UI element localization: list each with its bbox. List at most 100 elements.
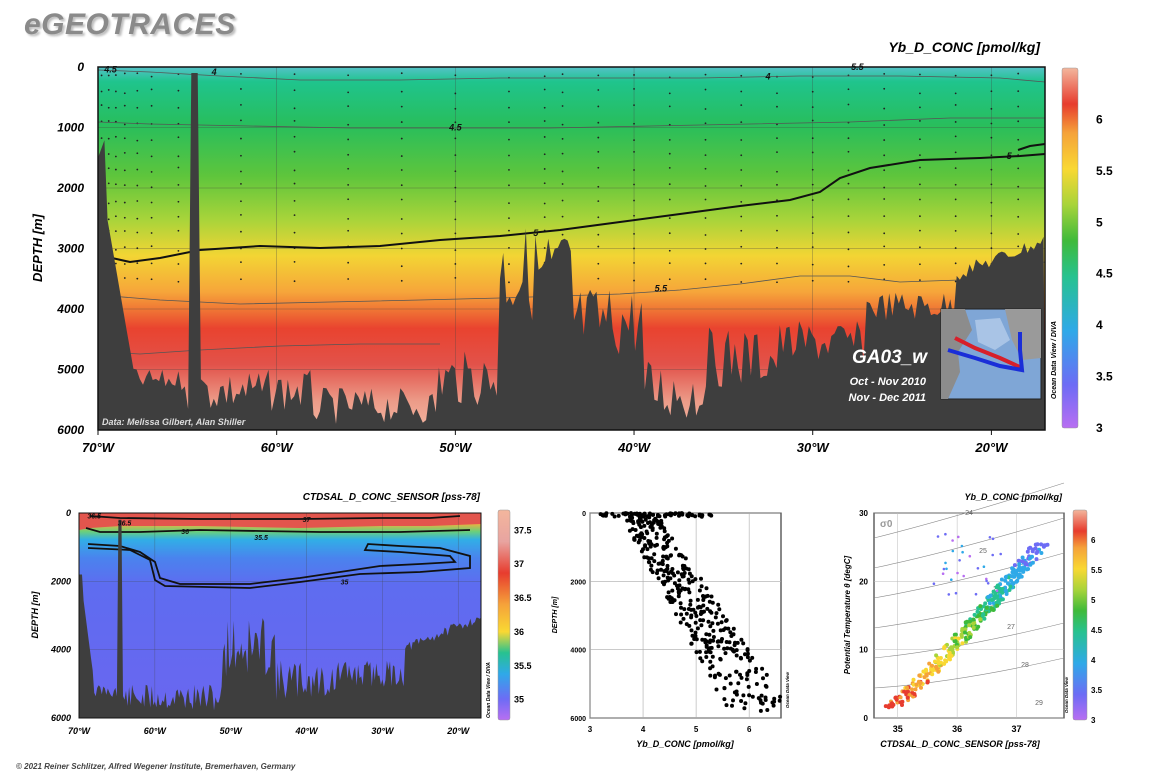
sample-point [597,89,600,91]
profile-point [693,577,698,582]
profile-point [648,539,653,544]
cruise-period-1: Oct - Nov 2010 [850,376,927,388]
sample-point [597,277,600,280]
profile-point [727,673,732,678]
ts-point [997,586,1002,591]
x-tick-label: 50°W [439,440,473,455]
sample-point [454,121,457,124]
isopycnal-label: 24 [965,510,973,517]
sample-point [293,199,296,202]
profile-point [698,656,703,661]
contour-label: 36.5 [87,514,101,521]
profile-point [645,514,650,519]
profile-point [632,537,637,542]
ts-point [1020,555,1025,560]
colorbar-tick-label: 35.5 [514,661,532,671]
sample-point [100,74,103,77]
ts-point [914,682,919,687]
sample-point [668,105,671,108]
profile-point [734,653,739,658]
sample-point [177,229,180,232]
profile-point [697,512,702,517]
ts-point [954,591,958,595]
sample-point [240,182,242,185]
x-tick-label: 40°W [617,440,652,455]
profile-point [616,513,621,518]
x-tick-label: 3 [588,725,593,734]
ts-point [961,550,964,554]
ts-point [967,623,972,628]
yb-depth-profile-chart: 3 4 5 6 0 2000 4000 6000 Yb_D_CONC [pmol/kg] D… [552,511,790,749]
x-tick-label: 40°W [294,726,319,736]
sample-point [704,198,707,201]
ts-point [944,561,947,565]
sample-point [543,88,546,91]
profile-point [690,513,695,518]
ts-title: Yb_D_CONC [pmol/kg] [964,492,1063,502]
profile-point [694,614,699,618]
y-tick-label: 2000 [56,181,84,195]
sample-point [811,279,814,282]
profile-point [699,623,704,628]
y-tick-label: 4000 [570,648,586,655]
sample-point [293,231,296,234]
data-credit: Data: Melissa Gilbert, Alan Shiller [102,417,246,427]
sample-point [597,200,600,202]
sample-point [400,232,403,235]
sample-point [561,137,564,140]
profile-point [704,639,709,644]
sample-point [633,104,635,107]
sample-point [454,263,457,265]
sample-point [508,246,510,249]
sample-point [919,120,921,122]
x-tick-label: 70°W [82,440,116,455]
y-tick-label: 20 [859,577,868,586]
sample-point [293,214,296,217]
sample-point [704,167,707,170]
contour-4.5-line [98,117,1045,129]
sample-point [543,216,546,219]
sample-point [740,229,743,232]
sample-point [114,248,117,251]
ts-point [953,639,958,644]
sample-point [847,248,850,251]
ts-point [978,604,983,609]
sample-point [150,232,153,234]
sample-point [597,233,600,236]
ts-point [912,692,917,696]
sample-point [597,185,600,188]
software-label: Ocean Data View / DIVA [1051,321,1058,399]
ts-point [985,577,988,581]
y-tick-label: 10 [859,646,868,655]
profile-point [714,611,719,616]
profile-point [639,549,644,554]
profile-point [708,673,713,678]
profile-point [708,650,713,655]
sample-point [136,200,139,202]
profile-point [642,523,647,528]
sample-point [543,247,546,249]
profile-point [712,675,717,680]
sample-point [454,218,457,221]
profile-point [758,698,763,703]
sample-point [107,182,110,185]
ts-point [1039,551,1044,555]
sample-point [776,281,778,284]
contour-label: 4 [765,72,771,82]
ts-point [1027,546,1031,551]
profile-point [687,590,692,595]
sample-point [633,214,635,217]
colorbar-tick-label: 3 [1096,421,1103,435]
ts-point [1010,570,1015,575]
profile-point [686,607,691,611]
ts-point [958,559,961,562]
sample-point [107,202,110,205]
ts-point [904,690,909,695]
profile-point [716,639,721,644]
sample-point [847,265,850,268]
y-tick-label: 6000 [570,716,586,723]
ts-point [991,553,994,557]
profile-point [663,514,668,519]
sample-point [123,201,126,204]
ts-point [949,653,954,658]
